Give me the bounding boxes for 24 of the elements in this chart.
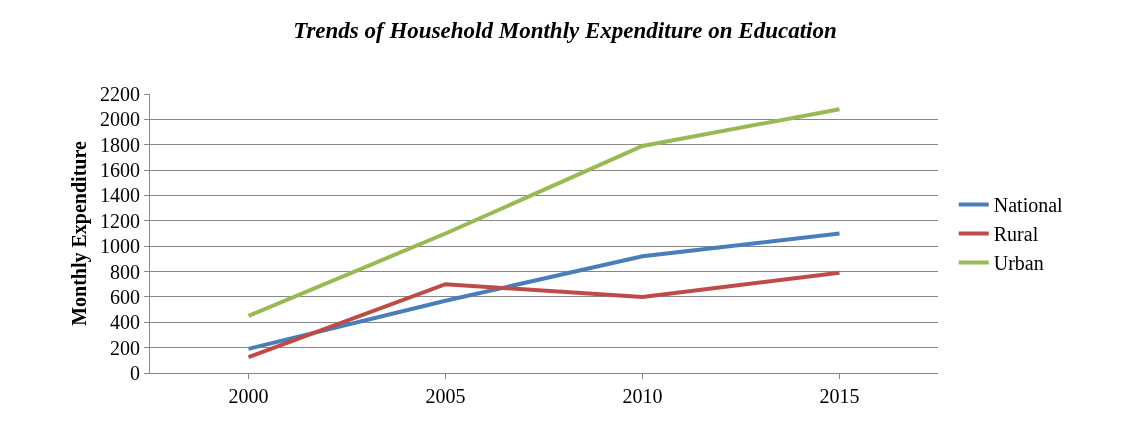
line-series — [246, 231, 842, 351]
legend-label: Rural — [993, 223, 1039, 246]
chart-title: Trends of Household Monthly Expenditure on Education — [293, 17, 837, 43]
line-series — [246, 270, 842, 360]
y-tick-label: 400 — [110, 311, 140, 334]
y-tick-label: 200 — [110, 336, 140, 359]
x-tick-label: 2010 — [622, 385, 663, 407]
y-axis-title: Monthly Expenditure — [67, 141, 91, 326]
y-tick-label: 2000 — [100, 108, 140, 131]
x-tick-label: 2005 — [425, 385, 466, 407]
x-tick-label: 2015 — [819, 385, 860, 407]
line-series — [246, 107, 842, 318]
legend-label: Urban — [993, 252, 1044, 275]
legend-label: National — [993, 194, 1064, 217]
y-tick-label: 1600 — [100, 159, 140, 182]
y-tick-label: 800 — [110, 260, 140, 283]
y-tick-label: 0 — [130, 362, 140, 384]
y-tick-label: 1200 — [100, 209, 140, 232]
y-tick-label: 1400 — [100, 184, 140, 207]
y-tick-label: 1000 — [100, 235, 140, 258]
y-tick-label: 600 — [110, 285, 140, 308]
y-tick-label: 2200 — [100, 83, 140, 105]
y-tick-label: 1800 — [100, 133, 140, 156]
x-tick-label: 2000 — [228, 385, 269, 407]
